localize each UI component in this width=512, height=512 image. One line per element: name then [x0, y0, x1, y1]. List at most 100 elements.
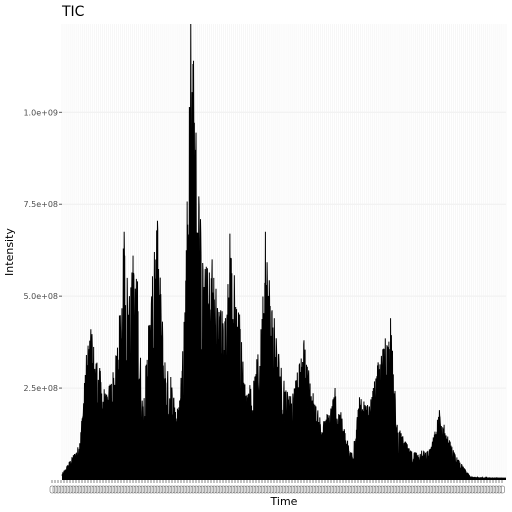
x-tick-label [439, 485, 445, 494]
x-tick-label [244, 485, 250, 494]
x-tick-label [193, 485, 199, 494]
x-tick-label [178, 485, 184, 494]
x-tick-label [289, 485, 295, 494]
x-tick-label [445, 485, 451, 494]
x-tick-label [430, 485, 436, 494]
x-tick-label [376, 485, 382, 494]
x-tick-label [199, 485, 205, 494]
x-tick-label [88, 485, 94, 494]
x-tick-label [235, 485, 241, 494]
x-tick-label [58, 485, 64, 494]
x-tick-label [121, 485, 127, 494]
x-tick-label [442, 485, 448, 494]
x-tick-label [397, 485, 403, 494]
x-tick-label [250, 485, 256, 494]
x-tick-label [247, 485, 253, 494]
chart-title: TIC [61, 4, 85, 20]
x-tick-label [175, 485, 181, 494]
x-tick-label [496, 485, 502, 494]
x-tick-label [157, 485, 163, 494]
x-tick-label [79, 485, 85, 494]
x-tick-label [70, 485, 76, 494]
x-tick-label [226, 485, 232, 494]
x-tick-label [292, 485, 298, 494]
x-tick-label [310, 485, 316, 494]
x-tick-label [172, 485, 178, 494]
x-tick-label [370, 485, 376, 494]
x-tick-label [163, 485, 169, 494]
x-tick-label [166, 485, 172, 494]
x-tick-label [412, 485, 418, 494]
x-tick-label [265, 485, 271, 494]
x-tick-label [61, 485, 67, 494]
x-tick-label [316, 485, 322, 494]
x-tick-label [343, 485, 349, 494]
x-tick-label [229, 485, 235, 494]
x-tick-label [340, 485, 346, 494]
x-tick-label [490, 485, 496, 494]
x-tick-label [208, 485, 214, 494]
x-tick-label [424, 485, 430, 494]
x-tick-label [241, 485, 247, 494]
x-tick-label [67, 485, 73, 494]
x-tick-label [301, 485, 307, 494]
x-tick-label [463, 485, 469, 494]
x-tick-label [472, 485, 478, 494]
x-tick-label [304, 485, 310, 494]
y-axis-title: Intensity [3, 228, 16, 276]
x-tick-label [106, 485, 112, 494]
x-tick-label [118, 485, 124, 494]
x-tick-label [187, 485, 193, 494]
x-tick-label [220, 485, 226, 494]
x-tick-label [184, 485, 190, 494]
x-tick-label [160, 485, 166, 494]
x-tick-label [427, 485, 433, 494]
x-tick-label [466, 485, 472, 494]
x-tick-label [433, 485, 439, 494]
x-tick-label [148, 485, 154, 494]
x-tick-label [202, 485, 208, 494]
x-tick-label [232, 485, 238, 494]
x-tick-label [319, 485, 325, 494]
x-tick-label [211, 485, 217, 494]
x-tick-label [313, 485, 319, 494]
x-tick-label [223, 485, 229, 494]
x-tick-label [97, 485, 103, 494]
x-tick-label [277, 485, 283, 494]
x-tick-label [406, 485, 412, 494]
x-tick-label [124, 485, 130, 494]
x-tick-label [418, 485, 424, 494]
x-tick-label [100, 485, 106, 494]
x-tick-label [358, 485, 364, 494]
tic-signal-line [61, 23, 506, 480]
x-axis-title: Time [270, 495, 298, 508]
x-tick-label [214, 485, 220, 494]
x-tick-label [130, 485, 136, 494]
x-tick-label [493, 485, 499, 494]
x-tick-label [385, 485, 391, 494]
x-tick-label [451, 485, 457, 494]
x-tick-label [322, 485, 328, 494]
x-tick-label [379, 485, 385, 494]
x-tick-label [253, 485, 259, 494]
x-tick-label [328, 485, 334, 494]
x-tick-label [205, 485, 211, 494]
x-tick-label [460, 485, 466, 494]
x-tick-label [94, 485, 100, 494]
x-tick-label [274, 485, 280, 494]
x-axis [49, 480, 505, 494]
x-tick-label [136, 485, 142, 494]
x-tick-label [448, 485, 454, 494]
x-tick-label [196, 485, 202, 494]
x-tick-label [307, 485, 313, 494]
x-tick-label [238, 485, 244, 494]
x-tick-label [331, 485, 337, 494]
x-tick-label [139, 485, 145, 494]
x-tick-label [82, 485, 88, 494]
x-tick-label [145, 485, 151, 494]
x-tick-label [388, 485, 394, 494]
y-tick-label: 1.0e+09 [23, 108, 58, 117]
x-tick-label [103, 485, 109, 494]
x-tick-label [295, 485, 301, 494]
x-tick-label [151, 485, 157, 494]
